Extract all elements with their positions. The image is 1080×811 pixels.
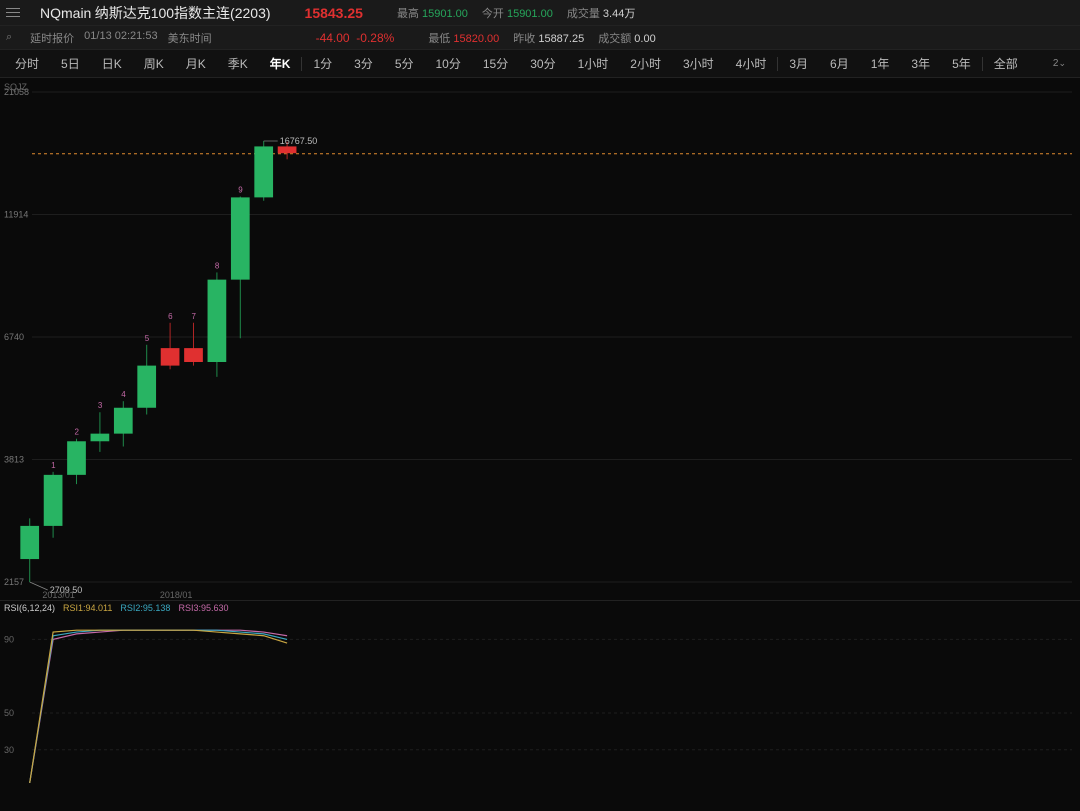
delta-pct: -0.28% (356, 31, 394, 45)
svg-text:50: 50 (4, 708, 14, 718)
tab-3年[interactable]: 3年 (900, 50, 941, 78)
svg-text:3813: 3813 (4, 454, 24, 464)
quote-info: 延时报价 01/13 02:21:53 美东时间 (30, 30, 211, 46)
svg-text:30: 30 (4, 745, 14, 755)
vol-value: 3.44万 (603, 8, 635, 20)
svg-text:1: 1 (51, 461, 56, 470)
ticker-full: NQmain 纳斯达克100指数主连(2203) (40, 3, 271, 23)
menu-icon[interactable] (6, 8, 24, 17)
tab-分时[interactable]: 分时 (4, 50, 50, 78)
ticker-symbol: NQmain (40, 5, 91, 21)
rsi3-label: RSI3:95.630 (178, 603, 228, 613)
tab-年K[interactable]: 年K (259, 50, 302, 78)
tabs-right-badge[interactable]: 2⌄ (1053, 58, 1076, 69)
tab-1分[interactable]: 1分 (302, 50, 343, 78)
tab-3月[interactable]: 3月 (778, 50, 819, 78)
tab-all[interactable]: 全部 (983, 50, 1029, 78)
ticker-name: 纳斯达克100指数主连(2203) (95, 5, 271, 21)
tab-1年[interactable]: 1年 (860, 50, 901, 78)
chart-code-label: SQJZ (4, 82, 27, 92)
tab-1小时[interactable]: 1小时 (567, 50, 620, 78)
quote-time: 01/13 02:21:53 (84, 30, 157, 46)
vol-label: 成交量 (567, 8, 600, 20)
low-label: 最低 (428, 33, 450, 45)
price-main: 15843.25 (305, 5, 363, 21)
x-axis-label: 2018/01 (160, 590, 193, 600)
svg-text:16767.50: 16767.50 (280, 136, 318, 146)
tab-5分[interactable]: 5分 (384, 50, 425, 78)
svg-text:6: 6 (168, 312, 173, 321)
tabs-group-period: 3月6月1年3年5年 (778, 50, 981, 78)
rsi-panel[interactable]: RSI(6,12,24) RSI1:94.011 RSI2:95.138 RSI… (0, 600, 1080, 810)
tab-6月[interactable]: 6月 (819, 50, 860, 78)
amt-value: 0.00 (634, 33, 655, 45)
tab-3分[interactable]: 3分 (343, 50, 384, 78)
open-value: 15901.00 (507, 8, 553, 20)
rsi-header: RSI(6,12,24) RSI1:94.011 RSI2:95.138 RSI… (4, 603, 229, 613)
prev-value: 15887.25 (538, 33, 584, 45)
svg-text:4: 4 (121, 390, 126, 399)
tab-5日[interactable]: 5日 (50, 50, 91, 78)
rsi-params: RSI(6,12,24) (4, 603, 55, 613)
svg-text:90: 90 (4, 634, 14, 644)
header-row-1: NQmain 纳斯达克100指数主连(2203) 15843.25 最高 159… (0, 0, 1080, 26)
low-value: 15820.00 (453, 33, 499, 45)
x-axis-label: 2013/01 (42, 590, 75, 600)
chart-x-axis: 2013/01 2018/01 (0, 586, 1080, 600)
tab-10分[interactable]: 10分 (425, 50, 472, 78)
tab-季K[interactable]: 季K (217, 50, 259, 78)
search-icon[interactable]: ⌕ (6, 31, 12, 44)
tab-5年[interactable]: 5年 (941, 50, 982, 78)
chevron-down-icon: ⌄ (1058, 58, 1066, 68)
svg-text:5: 5 (145, 334, 150, 343)
delta: -44.00 -0.28% (316, 31, 395, 45)
header: NQmain 纳斯达克100指数主连(2203) 15843.25 最高 159… (0, 0, 1080, 50)
delta-abs: -44.00 (316, 31, 350, 45)
svg-text:9: 9 (238, 186, 243, 195)
stats-bottom: 最低 15820.00 昨收 15887.25 成交额 0.00 (428, 30, 655, 46)
quote-label: 延时报价 (30, 30, 74, 46)
high-label: 最高 (397, 8, 419, 20)
tab-30分[interactable]: 30分 (519, 50, 566, 78)
quote-tz: 美东时间 (168, 30, 212, 46)
rsi1-label: RSI1:94.011 (63, 603, 112, 613)
svg-text:11914: 11914 (4, 209, 28, 219)
tab-15分[interactable]: 15分 (472, 50, 519, 78)
interval-tabs: 分时5日日K周K月K季K年K 1分3分5分10分15分30分1小时2小时3小时4… (0, 50, 1080, 78)
svg-text:6740: 6740 (4, 332, 24, 342)
svg-text:7: 7 (192, 312, 197, 321)
high-value: 15901.00 (422, 8, 468, 20)
tab-2小时[interactable]: 2小时 (619, 50, 672, 78)
open-label: 今开 (482, 8, 504, 20)
rsi2-label: RSI2:95.138 (120, 603, 170, 613)
stats-top: 最高 15901.00 今开 15901.00 成交量 3.44万 (397, 5, 635, 21)
candlestick-chart[interactable]: SQJZ 21573813674011914210581234567892709… (0, 78, 1080, 600)
svg-text:8: 8 (215, 261, 220, 270)
tab-4小时[interactable]: 4小时 (725, 50, 778, 78)
tab-周K[interactable]: 周K (133, 50, 175, 78)
tab-日K[interactable]: 日K (91, 50, 133, 78)
tabs-group-kline: 分时5日日K周K月K季K年K (4, 50, 301, 78)
tabs-group-minute: 1分3分5分10分15分30分1小时2小时3小时4小时 (302, 50, 777, 78)
header-row-2: ⌕ 延时报价 01/13 02:21:53 美东时间 -44.00 -0.28%… (0, 26, 1080, 50)
amt-label: 成交额 (598, 33, 631, 45)
tab-月K[interactable]: 月K (175, 50, 217, 78)
svg-text:3: 3 (98, 401, 103, 410)
svg-text:2: 2 (75, 428, 80, 437)
prev-label: 昨收 (513, 33, 535, 45)
tab-3小时[interactable]: 3小时 (672, 50, 725, 78)
